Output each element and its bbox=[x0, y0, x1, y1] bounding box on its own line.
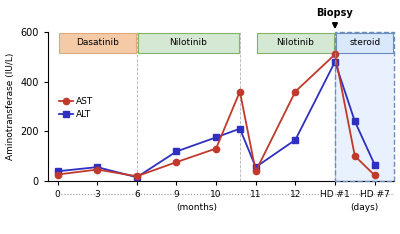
Y-axis label: Aminotransferase (IU/L): Aminotransferase (IU/L) bbox=[6, 53, 14, 160]
Bar bbox=[335, 32, 394, 181]
Text: (days): (days) bbox=[350, 203, 379, 212]
Bar bbox=[138, 33, 239, 53]
Text: Nilotinib: Nilotinib bbox=[170, 38, 207, 47]
Bar bbox=[257, 33, 334, 53]
Text: steroid: steroid bbox=[349, 38, 380, 47]
Bar bbox=[59, 33, 136, 53]
Text: Biopsy: Biopsy bbox=[317, 8, 353, 27]
Bar bbox=[335, 32, 394, 181]
Text: Dasatinib: Dasatinib bbox=[76, 38, 119, 47]
Text: (months): (months) bbox=[176, 203, 217, 212]
Bar bbox=[336, 33, 393, 53]
Legend: AST, ALT: AST, ALT bbox=[56, 93, 97, 123]
Text: Nilotinib: Nilotinib bbox=[276, 38, 314, 47]
